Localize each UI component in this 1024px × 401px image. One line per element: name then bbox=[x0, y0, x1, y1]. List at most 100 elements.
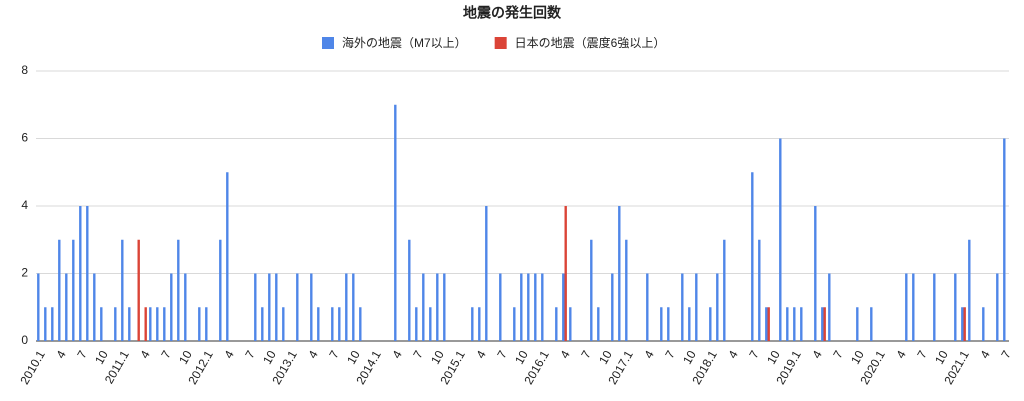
bar bbox=[611, 273, 614, 341]
x-tick-label: 7 bbox=[242, 348, 258, 361]
bar bbox=[79, 206, 82, 341]
bar bbox=[296, 273, 299, 341]
bar bbox=[814, 206, 817, 341]
bar bbox=[121, 239, 124, 341]
bar bbox=[828, 273, 831, 341]
bar bbox=[219, 239, 222, 341]
y-tick-label: 2 bbox=[21, 266, 28, 280]
x-tick-label: 10 bbox=[932, 348, 951, 367]
bar bbox=[646, 273, 649, 341]
bar bbox=[436, 273, 439, 341]
bar bbox=[65, 273, 68, 341]
x-tick-label: 7 bbox=[578, 348, 594, 361]
bar bbox=[51, 307, 54, 341]
bar bbox=[716, 273, 719, 341]
x-tick-label: 10 bbox=[596, 348, 615, 367]
x-tick-label: 7 bbox=[998, 348, 1014, 361]
bar bbox=[765, 307, 768, 341]
bar bbox=[170, 273, 173, 341]
x-tick-label: 10 bbox=[764, 348, 783, 367]
bar bbox=[660, 307, 663, 341]
bar bbox=[422, 273, 425, 341]
bar bbox=[184, 273, 187, 341]
legend-label: 海外の地震（M7以上） bbox=[342, 35, 467, 50]
bar bbox=[275, 273, 278, 341]
bar bbox=[331, 307, 334, 341]
x-tick-label: 7 bbox=[830, 348, 846, 361]
bar bbox=[625, 239, 628, 341]
bar bbox=[963, 307, 966, 341]
bar bbox=[226, 172, 229, 341]
x-tick-label: 7 bbox=[662, 348, 678, 361]
x-tick-label: 10 bbox=[260, 348, 279, 367]
x-tick-label: 4 bbox=[221, 348, 237, 361]
y-tick-label: 0 bbox=[21, 333, 28, 347]
bar bbox=[541, 273, 544, 341]
x-tick-label: 7 bbox=[494, 348, 510, 361]
bar bbox=[149, 307, 152, 341]
bar bbox=[681, 273, 684, 341]
x-tick-label: 4 bbox=[809, 348, 825, 361]
bar bbox=[821, 307, 824, 341]
x-tick-label: 2010.1 bbox=[17, 348, 48, 387]
bar bbox=[786, 307, 789, 341]
x-tick-label: 10 bbox=[848, 348, 867, 367]
bar bbox=[996, 273, 999, 341]
bar bbox=[86, 206, 89, 341]
x-tick-label: 4 bbox=[557, 348, 573, 361]
bar bbox=[317, 307, 320, 341]
bar bbox=[415, 307, 418, 341]
bar bbox=[961, 307, 964, 341]
bar bbox=[156, 307, 159, 341]
x-tick-label: 4 bbox=[977, 348, 993, 361]
bar bbox=[443, 273, 446, 341]
bar bbox=[338, 307, 341, 341]
bar bbox=[823, 307, 826, 341]
bar bbox=[352, 273, 355, 341]
bar bbox=[779, 138, 782, 341]
bar bbox=[471, 307, 474, 341]
bar bbox=[667, 307, 670, 341]
x-tick-label: 4 bbox=[641, 348, 657, 361]
legend-swatch bbox=[494, 37, 507, 49]
bar bbox=[968, 239, 971, 341]
y-tick-label: 6 bbox=[21, 131, 28, 145]
bar bbox=[534, 273, 537, 341]
bar bbox=[359, 307, 362, 341]
bar bbox=[478, 307, 481, 341]
bar bbox=[555, 307, 558, 341]
x-tick-label: 10 bbox=[680, 348, 699, 367]
x-tick-label: 4 bbox=[305, 348, 321, 361]
bar bbox=[751, 172, 754, 341]
bar bbox=[499, 273, 502, 341]
bar bbox=[394, 104, 397, 341]
x-tick-label: 7 bbox=[326, 348, 342, 361]
bar bbox=[905, 273, 908, 341]
bar bbox=[800, 307, 803, 341]
bar bbox=[198, 307, 201, 341]
bar bbox=[758, 239, 761, 341]
bar bbox=[93, 273, 96, 341]
bar bbox=[261, 307, 264, 341]
bar bbox=[163, 307, 166, 341]
bar bbox=[856, 307, 859, 341]
x-tick-label: 4 bbox=[473, 348, 489, 361]
bar bbox=[485, 206, 488, 341]
bar bbox=[870, 307, 873, 341]
x-tick-label: 10 bbox=[176, 348, 195, 367]
y-tick-label: 8 bbox=[21, 63, 28, 77]
bar bbox=[793, 307, 796, 341]
bar bbox=[982, 307, 985, 341]
bar bbox=[137, 239, 140, 341]
bar bbox=[177, 239, 180, 341]
bar bbox=[513, 307, 516, 341]
bar bbox=[564, 206, 567, 341]
bar bbox=[268, 273, 271, 341]
bar bbox=[1003, 138, 1006, 341]
bar bbox=[569, 307, 572, 341]
x-tick-label: 4 bbox=[893, 348, 909, 361]
chart-title: 地震の発生回数 bbox=[463, 5, 562, 21]
bar bbox=[58, 239, 61, 341]
x-tick-label: 7 bbox=[74, 348, 90, 361]
bar bbox=[44, 307, 47, 341]
